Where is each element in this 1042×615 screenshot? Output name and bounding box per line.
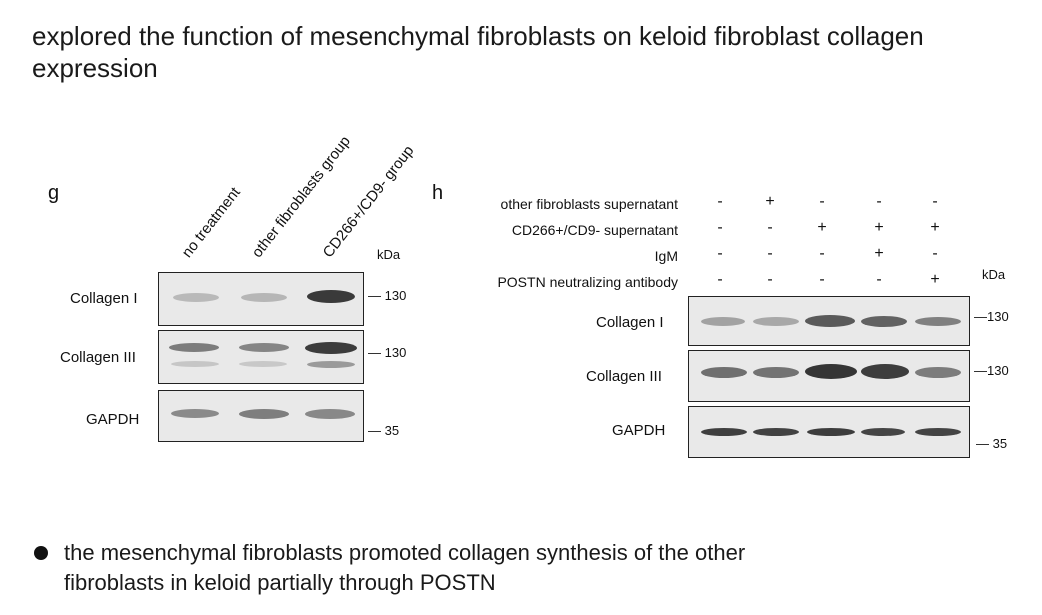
panel-g-blot-collagen-i bbox=[158, 272, 364, 326]
marker-value: 130 bbox=[384, 345, 407, 360]
condition-sign: + bbox=[930, 271, 940, 288]
condition-sign: - bbox=[932, 193, 938, 210]
panel-h-condition-label: POSTN neutralizing antibody bbox=[497, 274, 678, 290]
bullet-text: the mesenchymal fibroblasts promoted col… bbox=[64, 540, 746, 595]
band bbox=[173, 293, 219, 302]
condition-sign: + bbox=[765, 193, 775, 210]
band bbox=[753, 428, 799, 436]
band bbox=[861, 428, 905, 436]
band bbox=[305, 409, 355, 419]
marker-value: 35 bbox=[992, 436, 1008, 451]
band bbox=[239, 361, 287, 367]
band bbox=[807, 428, 855, 436]
condition-sign: + bbox=[817, 219, 827, 236]
panel-g-row-label: Collagen III bbox=[60, 349, 136, 366]
panel-g-kda-label: kDa bbox=[377, 247, 401, 262]
condition-sign: + bbox=[874, 245, 884, 262]
band bbox=[701, 367, 747, 378]
panel-h-row-label: Collagen I bbox=[596, 314, 664, 331]
panel-h-blot-collagen-iii bbox=[688, 350, 970, 402]
panel-h-condition-label: IgM bbox=[654, 248, 678, 264]
panel-g-blot-collagen-iii bbox=[158, 330, 364, 384]
panel-h-row-label: Collagen III bbox=[586, 368, 662, 385]
band bbox=[753, 317, 799, 326]
condition-sign: + bbox=[930, 219, 940, 236]
condition-sign: - bbox=[819, 271, 825, 288]
condition-sign: - bbox=[876, 193, 882, 210]
panel-h-marker: — 35 bbox=[976, 436, 1008, 451]
band bbox=[915, 317, 961, 326]
condition-sign: - bbox=[819, 193, 825, 210]
band bbox=[701, 428, 747, 436]
band bbox=[169, 343, 219, 352]
marker-value: 130 bbox=[987, 309, 1009, 324]
band bbox=[171, 361, 219, 367]
panel-h-row-label: GAPDH bbox=[612, 422, 666, 439]
band bbox=[239, 343, 289, 352]
marker-value: 35 bbox=[384, 423, 400, 438]
panel-g-letter: g bbox=[48, 182, 60, 204]
slide-title: explored the function of mesenchymal fib… bbox=[32, 21, 924, 83]
band bbox=[701, 317, 745, 326]
panel-g-marker: — 130 bbox=[368, 288, 407, 303]
band bbox=[861, 316, 907, 327]
panel-g-row-label: Collagen I bbox=[70, 290, 138, 307]
panel-g-row-label: GAPDH bbox=[86, 411, 140, 428]
band bbox=[915, 367, 961, 378]
band bbox=[305, 342, 357, 354]
band bbox=[171, 409, 219, 418]
panel-h-kda-label: kDa bbox=[982, 267, 1006, 282]
bullet-icon bbox=[34, 546, 48, 560]
condition-sign: - bbox=[717, 219, 723, 236]
band bbox=[241, 293, 287, 302]
condition-sign: - bbox=[767, 245, 773, 262]
condition-sign: - bbox=[717, 271, 723, 288]
panel-g-lane-label: no treatment bbox=[178, 184, 244, 261]
panel-h-marker: —130 bbox=[974, 363, 1009, 378]
panel-g-marker: — 130 bbox=[368, 345, 407, 360]
condition-sign: - bbox=[767, 271, 773, 288]
condition-sign: - bbox=[767, 219, 773, 236]
band bbox=[805, 364, 857, 379]
panel-g-marker: — 35 bbox=[368, 423, 400, 438]
band bbox=[805, 315, 855, 327]
panel-h-condition-label: other fibroblasts supernatant bbox=[500, 196, 678, 212]
panel-h-condition-label: CD266+/CD9- supernatant bbox=[511, 222, 678, 238]
condition-sign: - bbox=[717, 245, 723, 262]
condition-sign: - bbox=[717, 193, 723, 210]
panel-h-blot-collagen-i bbox=[688, 296, 970, 346]
band bbox=[239, 409, 289, 419]
marker-value: 130 bbox=[384, 288, 407, 303]
panel-h-blot-gapdh bbox=[688, 406, 970, 458]
condition-sign: - bbox=[932, 245, 938, 262]
band bbox=[307, 290, 355, 303]
panel-h-letter: h bbox=[432, 182, 444, 204]
condition-sign: - bbox=[819, 245, 825, 262]
band bbox=[753, 367, 799, 378]
panel-g-blot-gapdh bbox=[158, 390, 364, 442]
condition-sign: - bbox=[876, 271, 882, 288]
band bbox=[861, 364, 909, 379]
band bbox=[307, 361, 355, 368]
panel-h-marker: —130 bbox=[974, 309, 1009, 324]
condition-sign: + bbox=[874, 219, 884, 236]
band bbox=[915, 428, 961, 436]
marker-value: 130 bbox=[987, 363, 1009, 378]
